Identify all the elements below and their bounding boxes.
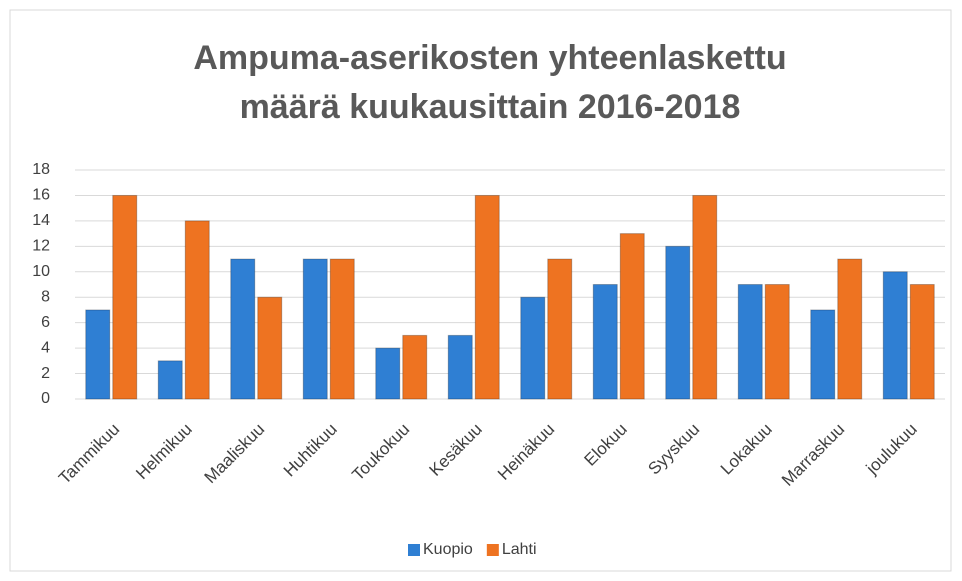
- y-tick-label: 12: [32, 238, 50, 255]
- y-tick-label: 2: [41, 365, 50, 382]
- bar: [619, 233, 645, 400]
- bar: [520, 296, 546, 400]
- bar: [592, 284, 618, 400]
- bar: [882, 271, 908, 400]
- y-tick-label: 0: [41, 390, 50, 407]
- legend-label: Kuopio: [423, 541, 473, 558]
- bar: [547, 258, 573, 400]
- y-tick-label: 10: [32, 263, 50, 280]
- y-tick-label: 16: [32, 187, 50, 204]
- bar: [230, 258, 256, 400]
- y-tick-label: 6: [41, 314, 50, 331]
- y-tick-label: 18: [32, 161, 50, 178]
- bar: [810, 309, 836, 400]
- bar: [764, 284, 790, 400]
- y-tick-label: 14: [32, 212, 50, 229]
- legend-swatch: [408, 544, 420, 556]
- chart-title: määrä kuukausittain 2016-2018: [240, 88, 741, 126]
- bar: [909, 284, 935, 400]
- bar: [302, 258, 328, 400]
- bar: [375, 347, 401, 400]
- legend-swatch: [486, 544, 499, 556]
- bar: [474, 194, 500, 400]
- bar: [112, 194, 138, 400]
- bar: [157, 360, 183, 400]
- bar: [737, 284, 763, 400]
- bar: [447, 334, 473, 400]
- bar: [329, 258, 355, 400]
- bar: [402, 334, 428, 400]
- bar: [665, 245, 691, 400]
- bar: [837, 258, 863, 400]
- legend-label: Lahti: [502, 541, 537, 558]
- bar: [692, 194, 718, 400]
- y-tick-label: 4: [41, 339, 50, 356]
- chart-title: Ampuma-aserikosten yhteenlaskettu: [193, 39, 786, 77]
- bar: [85, 309, 111, 400]
- bar: [257, 296, 283, 400]
- bar: [184, 220, 210, 400]
- y-tick-label: 8: [41, 288, 50, 305]
